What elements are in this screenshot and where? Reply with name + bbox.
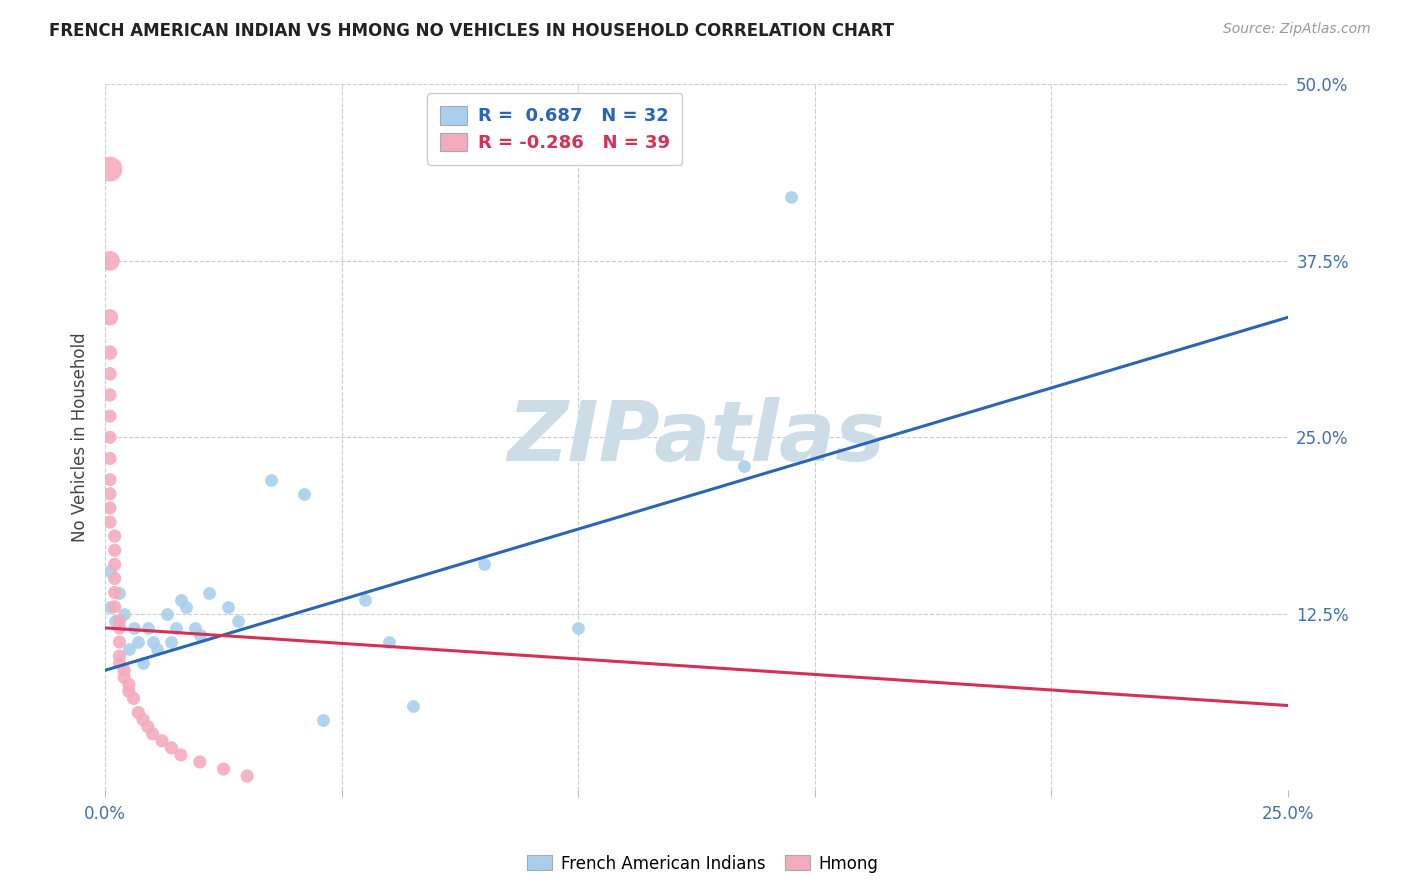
Point xyxy=(136,621,159,635)
Point xyxy=(402,698,425,713)
Point xyxy=(132,713,155,727)
Point xyxy=(98,487,121,501)
Point xyxy=(354,592,377,607)
Point xyxy=(98,162,121,177)
Point xyxy=(132,656,155,670)
Point xyxy=(98,599,121,614)
Point xyxy=(98,473,121,487)
Point xyxy=(98,565,121,579)
Legend: R =  0.687   N = 32, R = -0.286   N = 39: R = 0.687 N = 32, R = -0.286 N = 39 xyxy=(427,94,682,165)
Point xyxy=(733,458,755,473)
Point xyxy=(98,451,121,466)
Point xyxy=(118,642,141,657)
Point xyxy=(98,345,121,359)
Point xyxy=(188,628,211,642)
Point xyxy=(122,691,145,706)
Point xyxy=(108,614,131,628)
Point xyxy=(98,310,121,325)
Point xyxy=(104,572,127,586)
Text: FRENCH AMERICAN INDIAN VS HMONG NO VEHICLES IN HOUSEHOLD CORRELATION CHART: FRENCH AMERICAN INDIAN VS HMONG NO VEHIC… xyxy=(49,22,894,40)
Point xyxy=(104,585,127,599)
Point xyxy=(122,621,145,635)
Point xyxy=(108,585,131,599)
Point xyxy=(165,621,187,635)
Point xyxy=(104,529,127,543)
Point xyxy=(104,543,127,558)
Point xyxy=(136,720,159,734)
Point xyxy=(98,409,121,424)
Text: Source: ZipAtlas.com: Source: ZipAtlas.com xyxy=(1223,22,1371,37)
Point xyxy=(170,747,193,762)
Point xyxy=(236,769,259,783)
Point xyxy=(127,635,149,649)
Point xyxy=(260,473,283,487)
Point xyxy=(98,367,121,381)
Point xyxy=(146,642,169,657)
Point xyxy=(104,614,127,628)
Point xyxy=(104,599,127,614)
Point xyxy=(292,487,315,501)
Point xyxy=(98,253,121,268)
Point xyxy=(472,558,495,572)
Point xyxy=(156,607,179,621)
Point xyxy=(104,558,127,572)
Legend: French American Indians, Hmong: French American Indians, Hmong xyxy=(520,848,886,880)
Point xyxy=(567,621,589,635)
Point xyxy=(212,762,235,776)
Point xyxy=(98,515,121,529)
Point xyxy=(378,635,401,649)
Point xyxy=(174,599,197,614)
Point xyxy=(150,733,173,747)
Point xyxy=(118,677,141,691)
Point xyxy=(160,635,183,649)
Point xyxy=(108,649,131,664)
Point xyxy=(217,599,239,614)
Point xyxy=(108,621,131,635)
Point xyxy=(141,635,163,649)
Point xyxy=(108,635,131,649)
Point xyxy=(188,755,211,769)
Point xyxy=(98,430,121,444)
Point xyxy=(112,607,135,621)
Point xyxy=(118,684,141,698)
Point xyxy=(98,388,121,402)
Y-axis label: No Vehicles in Household: No Vehicles in Household xyxy=(72,333,89,542)
Point xyxy=(226,614,249,628)
Point xyxy=(112,663,135,677)
Point xyxy=(184,621,207,635)
Point xyxy=(198,585,221,599)
Point xyxy=(780,190,803,204)
Point xyxy=(108,656,131,670)
Point xyxy=(170,592,193,607)
Point xyxy=(127,706,149,720)
Point xyxy=(312,713,335,727)
Point xyxy=(112,670,135,684)
Point xyxy=(160,740,183,755)
Point xyxy=(98,500,121,515)
Text: ZIPatlas: ZIPatlas xyxy=(508,397,886,478)
Point xyxy=(141,727,163,741)
